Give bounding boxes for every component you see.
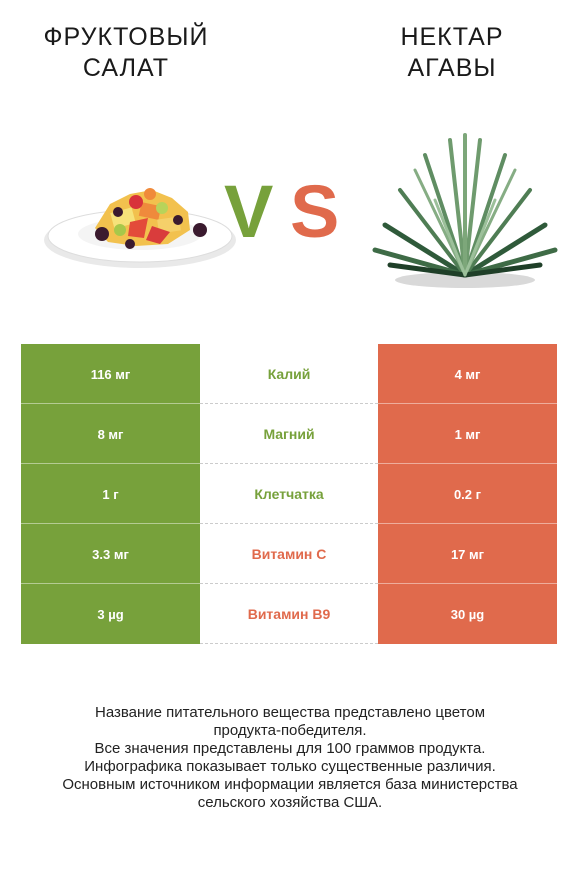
right-value-cell: 4 мг <box>378 344 557 404</box>
footnote-line: продукта-победителя. <box>213 722 367 739</box>
footnote-line: Основным источником информации является … <box>62 776 518 793</box>
footnote-line: Все значения представлены для 100 граммо… <box>94 740 486 757</box>
table-row: 1 г Клетчатка 0.2 г <box>21 464 557 524</box>
footnote-line: Название питательного вещества представл… <box>94 704 486 721</box>
right-title-line-2: АГАВЫ <box>407 54 497 82</box>
footnote-line: Инфографика показывает только существенн… <box>84 758 496 775</box>
table-row: 3 µg Витамин B9 30 µg <box>21 584 557 644</box>
right-value-cell: 30 µg <box>378 584 557 644</box>
nutrient-name-cell: Калий <box>200 344 378 404</box>
left-value-cell: 3.3 мг <box>21 524 200 584</box>
nutrient-name-cell: Витамин B9 <box>200 584 378 644</box>
left-value-cell: 1 г <box>21 464 200 524</box>
nutrient-name-cell: Клетчатка <box>200 464 378 524</box>
versus-v: V <box>224 170 274 253</box>
fruit-salad-plate-image <box>44 188 236 268</box>
right-value-cell: 17 мг <box>378 524 557 584</box>
right-value-cell: 1 мг <box>378 404 557 464</box>
nutrient-name-cell: Витамин C <box>200 524 378 584</box>
nutrient-name-cell: Магний <box>200 404 378 464</box>
table-row: 8 мг Магний 1 мг <box>21 404 557 464</box>
footnote-line: сельского хозяйства США. <box>197 794 383 811</box>
right-title-line-1: НЕКТАР <box>400 23 504 51</box>
table-row: 116 мг Калий 4 мг <box>21 344 557 404</box>
footnote: Название питательного вещества представл… <box>10 704 570 812</box>
right-product-title: НЕКТАР АГАВЫ <box>352 22 552 84</box>
left-title-line-1: ФРУКТОВЫЙ <box>43 23 209 51</box>
right-value-cell: 0.2 г <box>378 464 557 524</box>
nutrient-comparison-table: 116 мг Калий 4 мг 8 мг Магний 1 мг 1 г К… <box>21 344 557 644</box>
left-title-line-2: САЛАТ <box>82 54 170 82</box>
left-product-title: ФРУКТОВЫЙ САЛАТ <box>18 22 234 84</box>
agave-plant-image <box>372 133 558 288</box>
left-value-cell: 116 мг <box>21 344 200 404</box>
versus-label: V S <box>218 170 358 254</box>
table-row: 3.3 мг Витамин C 17 мг <box>21 524 557 584</box>
left-value-cell: 3 µg <box>21 584 200 644</box>
left-value-cell: 8 мг <box>21 404 200 464</box>
versus-s: S <box>290 170 340 253</box>
